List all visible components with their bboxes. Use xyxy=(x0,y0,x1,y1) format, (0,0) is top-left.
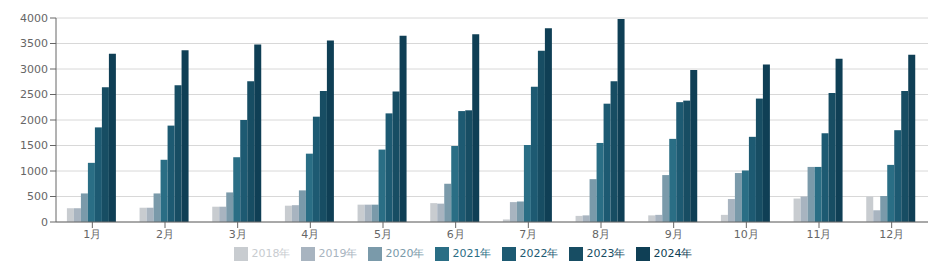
svg-text:5月: 5月 xyxy=(374,228,392,241)
svg-text:2500: 2500 xyxy=(20,88,48,101)
svg-text:7月: 7月 xyxy=(519,228,537,241)
svg-text:1500: 1500 xyxy=(20,139,48,152)
html-text:2018年: 2018年 xyxy=(251,247,291,260)
svg-text:2000: 2000 xyxy=(20,114,48,127)
svg-text:8月: 8月 xyxy=(592,228,610,241)
html-text:2021年: 2021年 xyxy=(452,247,492,260)
html-text:2020年: 2020年 xyxy=(385,247,425,260)
svg-text:500: 500 xyxy=(27,190,48,203)
svg-text:1月: 1月 xyxy=(83,228,101,241)
html-text:2022年: 2022年 xyxy=(519,247,559,260)
svg-text:2月: 2月 xyxy=(156,228,174,241)
svg-text:4000: 4000 xyxy=(20,12,48,25)
html-text:2024年: 2024年 xyxy=(653,247,693,260)
html-text:2019年: 2019年 xyxy=(318,247,358,260)
svg-text:9月: 9月 xyxy=(665,228,683,241)
html-text:2023年: 2023年 xyxy=(586,247,626,260)
svg-text:3000: 3000 xyxy=(20,63,48,76)
svg-text:0: 0 xyxy=(41,216,48,229)
svg-text:4月: 4月 xyxy=(301,228,319,241)
svg-text:1000: 1000 xyxy=(20,165,48,178)
svg-text:6月: 6月 xyxy=(447,228,465,241)
svg-text:3月: 3月 xyxy=(229,228,247,241)
svg-text:11月: 11月 xyxy=(807,228,832,241)
svg-text:12月: 12月 xyxy=(879,228,904,241)
svg-text:10月: 10月 xyxy=(734,228,759,241)
svg-text:3500: 3500 xyxy=(20,37,48,50)
